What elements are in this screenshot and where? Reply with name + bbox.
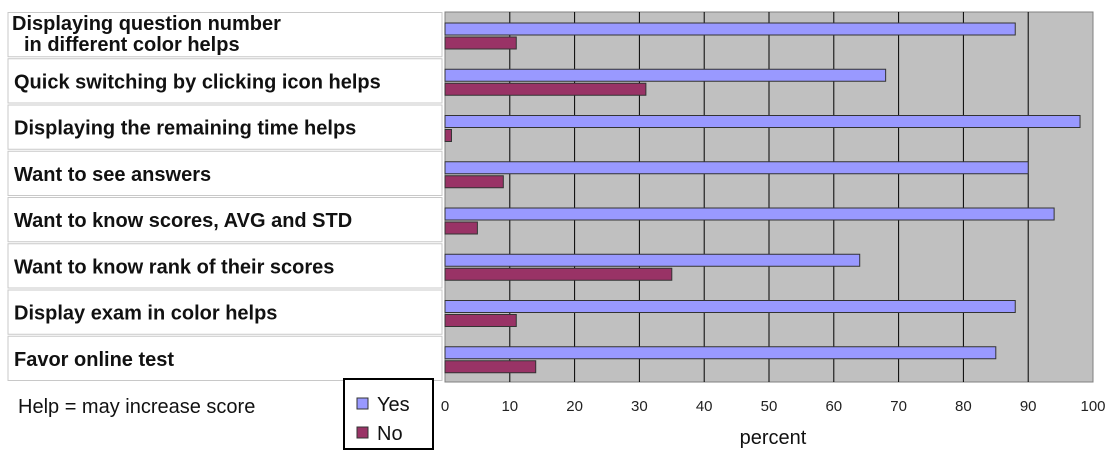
x-tick-label: 100 (1080, 398, 1105, 415)
category-row (7, 104, 443, 150)
bar-yes-6 (444, 300, 1016, 313)
x-tick-label: 50 (761, 398, 778, 415)
x-tick-label: 80 (955, 398, 972, 415)
bar-yes-7 (444, 346, 997, 360)
category-label: Quick switching by clicking icon helps (14, 71, 381, 93)
bar-no-3 (444, 175, 504, 189)
category-row (7, 197, 443, 243)
bar-no-7 (444, 360, 537, 374)
category-row (7, 335, 443, 381)
legend: Yes No (343, 378, 434, 450)
x-tick-label: 90 (1020, 398, 1037, 415)
category-label: in different color helps (24, 34, 240, 56)
category-row (7, 289, 443, 335)
bar-no-1 (444, 82, 647, 96)
x-tick-label: 60 (825, 398, 842, 415)
x-tick-label: 40 (696, 398, 713, 415)
legend-label-yes: Yes (377, 394, 410, 416)
category-row (7, 150, 443, 196)
bar-yes-4 (444, 207, 1055, 221)
legend-box (343, 378, 434, 450)
bar-yes-0 (444, 22, 1016, 36)
x-tick-label: 10 (501, 398, 518, 415)
category-row (7, 12, 443, 58)
category-label: Want to know rank of their scores (14, 256, 334, 278)
bar-no-0 (444, 36, 517, 50)
bar-no-5 (444, 267, 673, 281)
bar-yes-3 (444, 161, 1029, 175)
category-label: Favor online test (14, 349, 174, 371)
category-label: Displaying the remaining time helps (14, 118, 356, 140)
category-label: Display exam in color helps (14, 303, 277, 325)
legend-swatch-no (356, 426, 369, 439)
x-tick-label: 0 (441, 398, 449, 415)
bar-yes-5 (444, 253, 861, 267)
x-tick-label: 70 (890, 398, 907, 415)
legend-swatch-yes (356, 397, 369, 410)
bar-yes-2 (444, 115, 1081, 128)
chart-note: Help = may increase score (18, 396, 255, 418)
bar-no-2 (444, 129, 452, 142)
category-label: Want to know scores, AVG and STD (14, 210, 352, 232)
x-tick-label: 20 (566, 398, 583, 415)
bar-no-6 (444, 314, 517, 327)
legend-label-no: No (377, 423, 403, 445)
x-tick-label: 30 (631, 398, 648, 415)
bar-no-4 (444, 221, 478, 235)
bar-yes-1 (444, 68, 887, 82)
category-label: Displaying question number (12, 13, 281, 35)
category-label: Want to see answers (14, 164, 211, 186)
category-row (7, 58, 443, 104)
x-axis-title: percent (740, 427, 807, 449)
category-row (7, 243, 443, 289)
